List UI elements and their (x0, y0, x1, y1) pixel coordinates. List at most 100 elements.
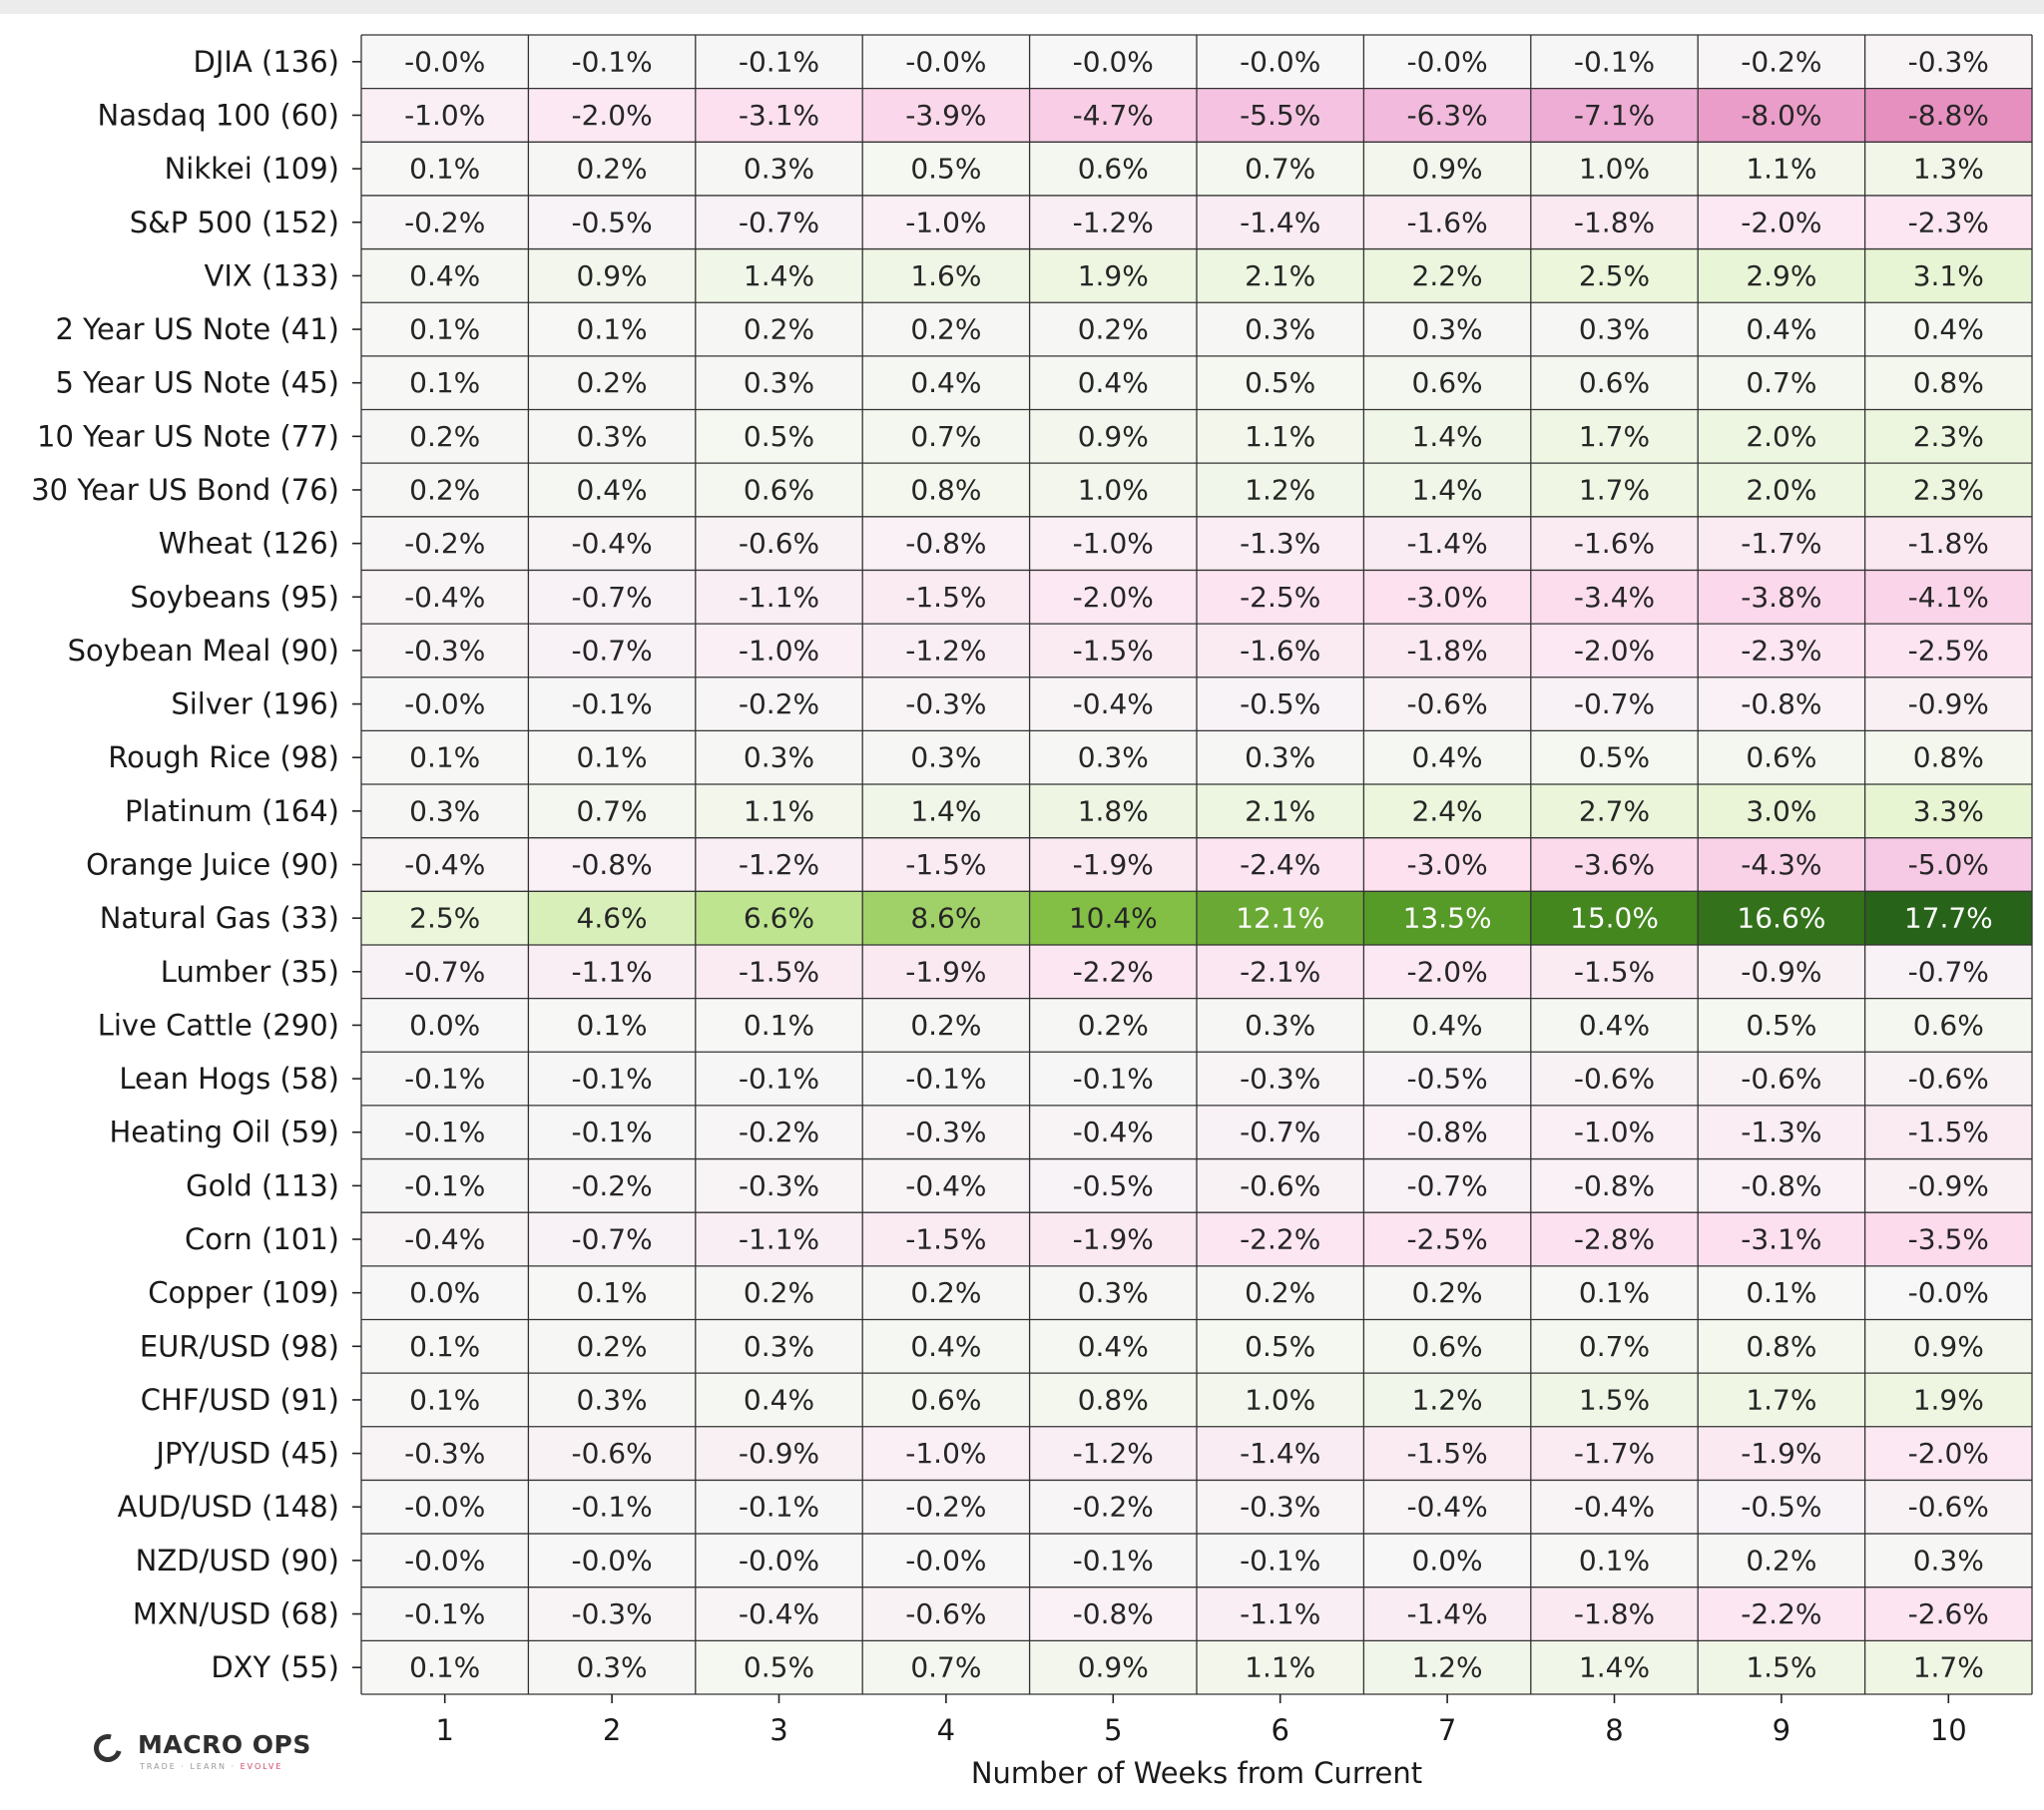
heatmap-cell (1029, 1640, 1198, 1695)
heatmap-cell (361, 1586, 529, 1641)
cell-value-label: -1.6% (1406, 206, 1487, 238)
cell-value-label: -0.6% (1240, 1169, 1320, 1202)
heatmap-cell (1197, 624, 1364, 679)
cell-value-label: 1.7% (1579, 473, 1650, 506)
heatmap-cell (1530, 837, 1699, 892)
cell-value-label: 0.5% (1245, 1330, 1315, 1363)
row-label: DJIA (136) (194, 45, 339, 79)
cell-value-label: 0.2% (744, 1276, 814, 1309)
heatmap-cell (1864, 1105, 2033, 1160)
cell-value-label: -0.0% (404, 1544, 485, 1577)
cell-value-label: 1.4% (1579, 1651, 1650, 1684)
cell-value-label: -0.7% (571, 1223, 652, 1256)
x-tick-label: 10 (1930, 1713, 1967, 1747)
heatmap-cell (1029, 302, 1198, 357)
heatmap-cell (528, 944, 697, 1000)
cell-value-label: -0.7% (1406, 1169, 1487, 1202)
cell-value-label: -0.6% (1574, 1063, 1655, 1096)
cell-value-label: 3.0% (1746, 794, 1816, 827)
cell-value-label: 0.3% (1078, 1276, 1149, 1309)
heatmap-cell (528, 463, 697, 518)
heatmap-cell (695, 837, 863, 892)
cell-value-label: 0.5% (744, 420, 814, 453)
heatmap-cell (862, 1265, 1031, 1320)
row-label: Platinum (164) (125, 794, 339, 828)
heatmap-cell (1698, 998, 1866, 1053)
heatmap-cell (1029, 570, 1198, 625)
cell-value-label: 0.1% (409, 1330, 480, 1363)
x-axis-label: Number of Weeks from Current (971, 1756, 1422, 1790)
heatmap-cell (862, 302, 1031, 357)
heatmap-cell (1864, 463, 2033, 518)
cell-value-label: -3.6% (1574, 848, 1655, 881)
heatmap-cell (1530, 677, 1699, 731)
cell-value-label: -0.4% (1406, 1491, 1487, 1524)
heatmap-cell (361, 784, 529, 839)
heatmap-cell (361, 35, 529, 90)
row-label: 2 Year US Note (41) (55, 312, 339, 346)
heatmap-cell (1864, 1534, 2033, 1588)
heatmap-cell (862, 409, 1031, 464)
heatmap-cell (361, 998, 529, 1053)
heatmap-cell (1197, 1586, 1364, 1641)
heatmap-cell (1530, 409, 1699, 464)
cell-value-label: -0.2% (739, 687, 819, 720)
cell-value-label: 2.2% (1412, 259, 1483, 292)
cell-value-label: -0.3% (1240, 1063, 1320, 1096)
heatmap-cell (695, 1052, 863, 1107)
cell-value-label: 2.1% (1245, 259, 1315, 292)
cell-value-label: 2.5% (1579, 259, 1650, 292)
cell-value-label: -7.1% (1574, 99, 1655, 132)
cell-value-label: 1.5% (1746, 1651, 1816, 1684)
cell-value-label: 8.6% (910, 902, 981, 935)
cell-value-label: -0.5% (1741, 1491, 1821, 1524)
cell-value-label: -0.0% (404, 45, 485, 78)
cell-value-label: 0.3% (1245, 1009, 1315, 1042)
cell-value-label: 1.0% (1078, 473, 1149, 506)
cell-value-label: -0.0% (1073, 45, 1154, 78)
heatmap-cell (361, 1534, 529, 1588)
heatmap-cell (1197, 88, 1364, 143)
heatmap-cell (1530, 1265, 1699, 1320)
cell-value-label: -1.1% (571, 955, 652, 988)
heatmap-cell (1363, 516, 1532, 571)
heatmap-cell (528, 302, 697, 357)
row-label: Orange Juice (90) (86, 848, 339, 882)
heatmap-cell (528, 195, 697, 250)
heatmap-cell (1363, 463, 1532, 518)
heatmap-cell (695, 677, 863, 731)
heatmap-cell (1698, 677, 1866, 731)
heatmap-cell (528, 35, 697, 90)
cell-value-label: -0.1% (739, 45, 819, 78)
heatmap-cell (1698, 1586, 1866, 1641)
cell-value-label: -0.5% (571, 206, 652, 238)
cell-value-label: 0.9% (577, 259, 648, 292)
cell-value-label: -1.4% (1406, 1597, 1487, 1630)
cell-value-label: -1.4% (1240, 206, 1320, 238)
cell-value-label: -0.1% (905, 1063, 986, 1096)
cell-value-label: -0.7% (571, 634, 652, 667)
heatmap-cell (695, 624, 863, 679)
heatmap-cell (1864, 88, 2033, 143)
heatmap-cell (862, 1586, 1031, 1641)
heatmap-cell (528, 355, 697, 411)
heatmap-cell (1698, 891, 1866, 946)
heatmap-cell (1197, 1426, 1364, 1481)
cell-value-label: 0.1% (409, 1383, 480, 1416)
cell-value-label: 0.4% (1412, 741, 1483, 774)
cell-value-label: -1.7% (1574, 1437, 1655, 1470)
heatmap-cell (1363, 1212, 1532, 1267)
heatmap-cell (1197, 1105, 1364, 1160)
heatmap-cell (1864, 516, 2033, 571)
cell-value-label: -1.0% (1073, 527, 1154, 560)
heatmap-cell (1029, 355, 1198, 411)
cell-value-label: -3.8% (1741, 581, 1821, 614)
heatmap-cell (1363, 570, 1532, 625)
cell-value-label: -1.5% (739, 955, 819, 988)
heatmap-cell (361, 1212, 529, 1267)
cell-value-label: -5.5% (1240, 99, 1320, 132)
row-label: 5 Year US Note (45) (55, 366, 339, 400)
heatmap-cell (1864, 35, 2033, 90)
heatmap-cell (1197, 355, 1364, 411)
heatmap-cell (528, 516, 697, 571)
